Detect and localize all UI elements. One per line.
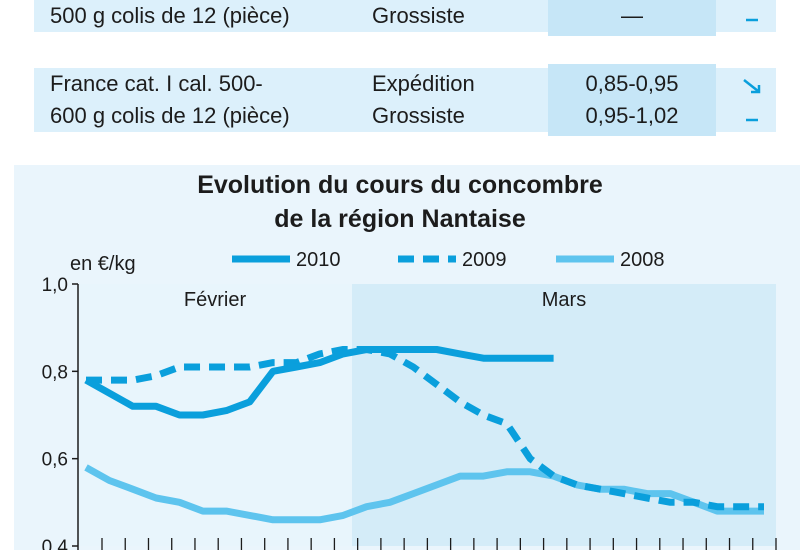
trend-down-icon	[743, 79, 761, 94]
price-column-bg	[548, 64, 716, 136]
price-column-bg	[548, 0, 716, 36]
legend-label: 2008	[620, 249, 665, 271]
month-band-mars	[352, 284, 776, 546]
series-line-2010	[84, 346, 554, 419]
price-cell: 0,85-0,95 0,95-1,02	[585, 71, 679, 128]
price-table: France cat. I cal. 400- 500 g colis de 1…	[14, 0, 786, 138]
y-tick-label: 0,8	[42, 362, 68, 383]
stage-cell: Expédition Grossiste	[372, 71, 475, 128]
series-line-2009	[86, 346, 764, 511]
y-tick-label: 0,6	[42, 450, 68, 471]
legend-label: 2009	[462, 249, 507, 271]
y-tick-label: 1,0	[42, 275, 68, 296]
y-axis-label: en €/kg	[70, 253, 136, 275]
y-tick-label: 0,4	[42, 537, 69, 550]
chart-title: Evolution du cours du concombre de la ré…	[197, 171, 603, 233]
stage-cell: Expédition Grossiste	[372, 3, 465, 28]
month-label: Février	[184, 289, 247, 311]
trend-stable-icon	[746, 18, 758, 22]
price-cell: 0,85-0,95 —	[621, 3, 643, 28]
trend-stable-icon	[746, 118, 758, 122]
series-line-2008	[84, 464, 764, 524]
product-cell: France cat. I cal. 500- 600 g colis de 1…	[50, 71, 290, 128]
month-label: Mars	[542, 289, 586, 311]
product-cell: France cat. I cal. 400- 500 g colis de 1…	[50, 3, 290, 28]
legend-label: 2010	[296, 249, 341, 271]
